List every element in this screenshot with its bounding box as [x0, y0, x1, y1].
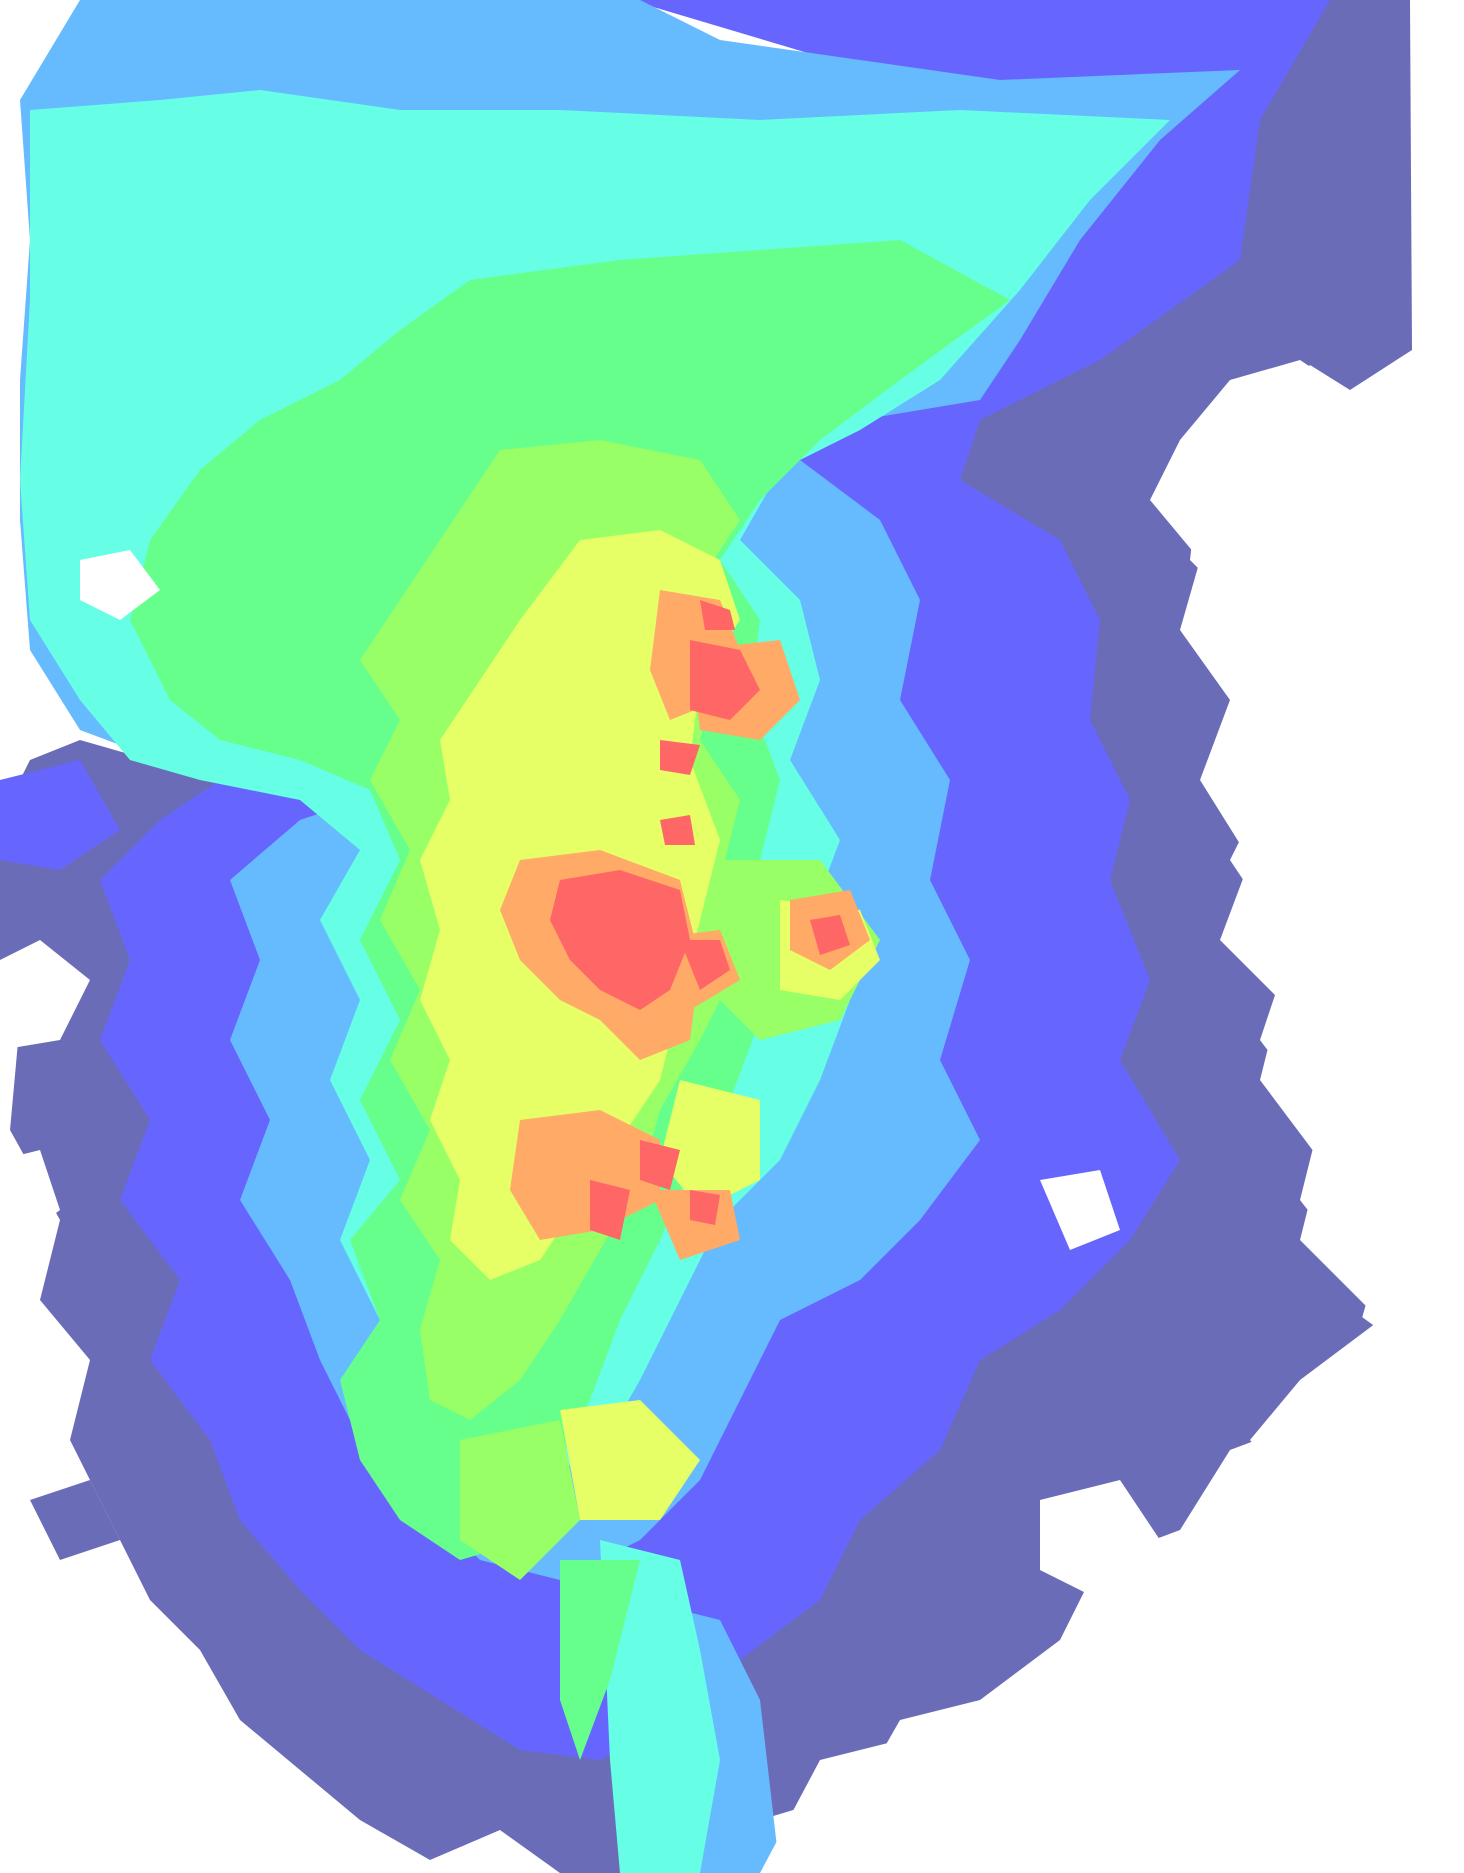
- band-level-8: [550, 600, 850, 1240]
- no-coverage-gaps: [0, 360, 1464, 1873]
